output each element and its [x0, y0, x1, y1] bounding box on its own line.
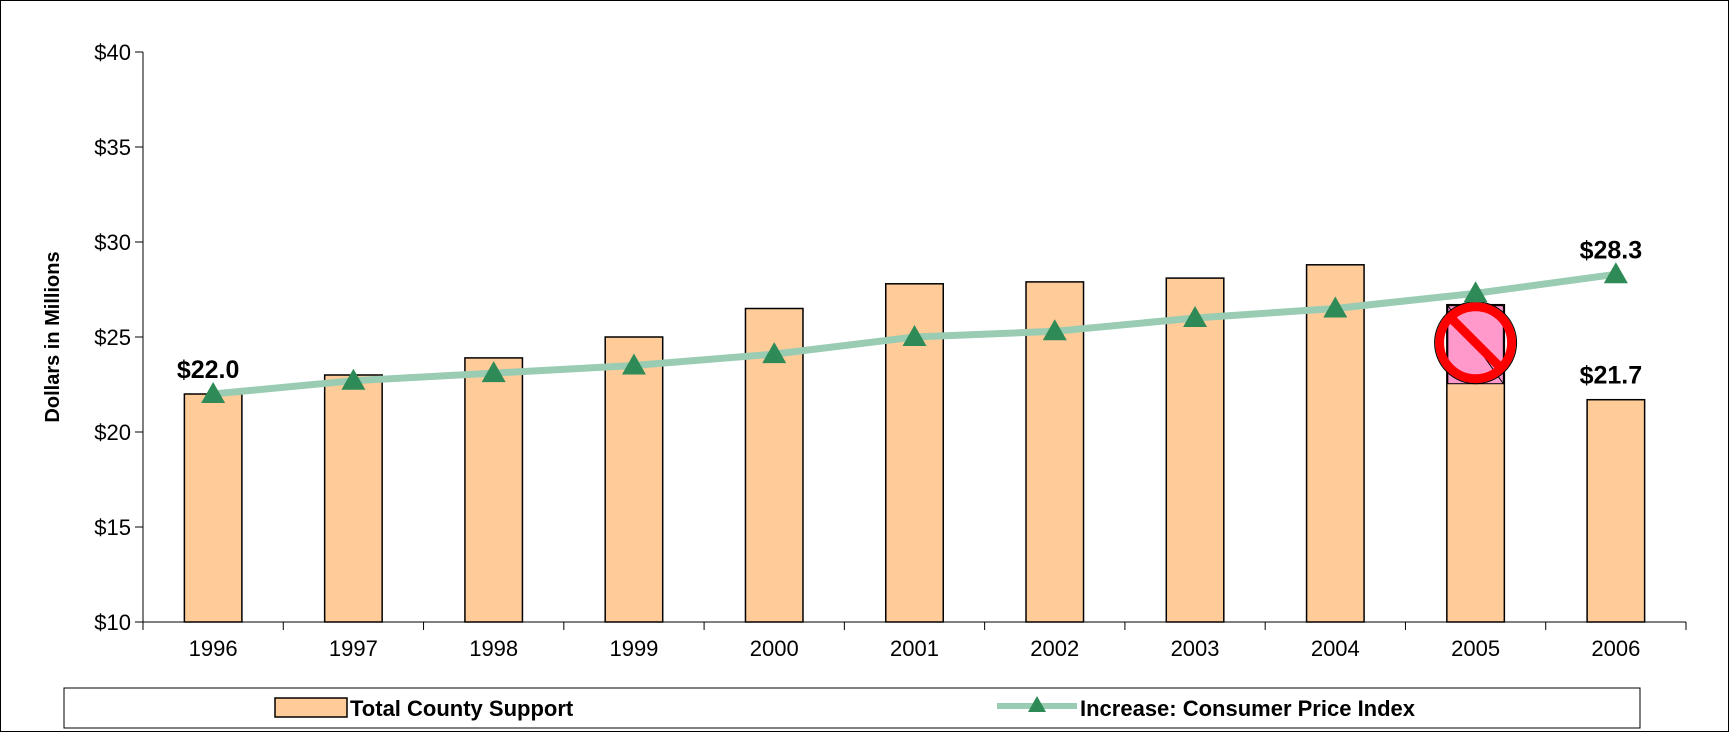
- cpi-marker-2004: [1323, 296, 1348, 318]
- x-tick-label: 2002: [1030, 636, 1079, 661]
- bars: [183, 264, 1646, 623]
- legend-swatch-marker: [1028, 696, 1046, 712]
- x-tick-label: 1998: [469, 636, 518, 661]
- cpi-marker-2002: [1042, 319, 1067, 341]
- cpi-marker-2000: [762, 342, 787, 364]
- y-tick-label: $40: [94, 40, 131, 65]
- legend-label-cpi: Increase: Consumer Price Index: [1080, 696, 1416, 721]
- bar-1998: [464, 357, 524, 623]
- x-tick-label: 2004: [1311, 636, 1360, 661]
- cpi-line: [201, 262, 1628, 403]
- data-labels: $22.0 $28.3 $21.7: [177, 236, 1642, 389]
- y-tick-label: $35: [94, 135, 131, 160]
- x-tick-label: 2003: [1171, 636, 1220, 661]
- x-tick-label: 2000: [750, 636, 799, 661]
- axes: $10 $15 $20 $25 $30 $35 $40 1996 1997 1998 1999 200…: [42, 40, 1687, 661]
- bar-2003: [1165, 277, 1225, 623]
- y-tick-label: $30: [94, 230, 131, 255]
- x-tick-label: 2005: [1451, 636, 1500, 661]
- data-label-283: $28.3: [1580, 236, 1643, 264]
- y-tick-label: $20: [94, 420, 131, 445]
- bar-1996: [183, 393, 243, 623]
- x-tick-label: 2006: [1591, 636, 1640, 661]
- x-tick-label: 1997: [329, 636, 378, 661]
- cpi-marker-1998: [481, 361, 506, 383]
- bar-2006: [1586, 398, 1646, 623]
- y-tick-label: $10: [94, 610, 131, 635]
- data-label-220: $22.0: [177, 356, 240, 384]
- cpi-marker-2006: [1603, 262, 1628, 284]
- cpi-marker-1999: [621, 353, 646, 375]
- bar-1997: [323, 374, 383, 623]
- cpi-marker-2005: [1463, 281, 1488, 303]
- prohibited-ring: [1435, 302, 1517, 384]
- legend-swatch-bar: [274, 697, 348, 718]
- x-tick-label: 1999: [609, 636, 658, 661]
- x-tick-label: 1996: [189, 636, 238, 661]
- bar-1999: [604, 336, 664, 623]
- legend: Total County Support Increase: Consumer …: [63, 687, 1641, 729]
- x-tick-label: 2001: [890, 636, 939, 661]
- prohibited-icon: [1434, 301, 1518, 385]
- cpi-marker-2003: [1183, 306, 1208, 327]
- y-axis-title: Dollars in Millions: [42, 251, 64, 422]
- y-tick-label: $15: [94, 515, 131, 540]
- bar-2004: [1305, 264, 1365, 623]
- cpi-marker-2001: [902, 325, 927, 346]
- y-tick-label: $25: [94, 325, 131, 350]
- cpi-marker-1996: [201, 382, 226, 403]
- prohibited-slash: [1447, 314, 1504, 371]
- cpi-marker-1997: [341, 368, 366, 390]
- legend-label-total-county-support: Total County Support: [350, 696, 574, 721]
- data-label-217: $21.7: [1580, 362, 1643, 390]
